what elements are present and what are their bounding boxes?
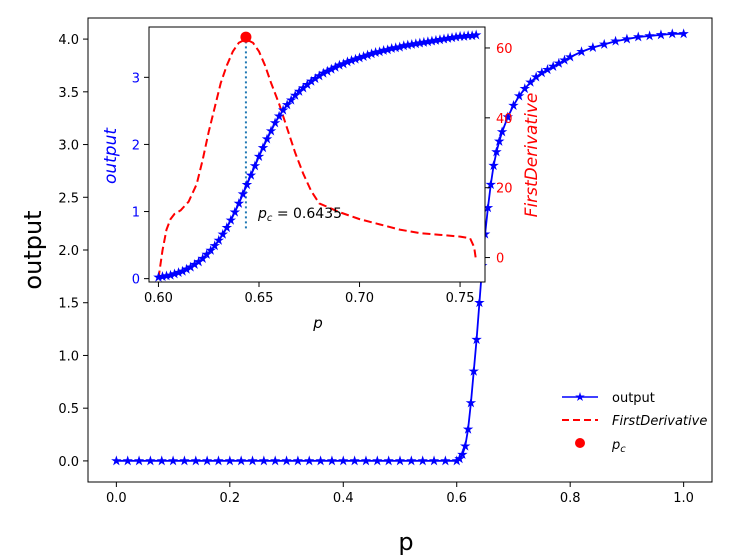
main-y-tick-label: 1.0 — [58, 349, 79, 364]
main-y-tick-label: 2.0 — [58, 244, 79, 259]
main-y-tick-label: 4.0 — [58, 33, 79, 48]
main-y-axis-label: output — [19, 210, 47, 289]
inset-left-y-tick-label: 2 — [132, 138, 140, 153]
inset-x-tick-label: 0.70 — [345, 291, 374, 306]
inset-axes-frame — [148, 26, 486, 283]
inset-right-y-tick-label: 0 — [496, 252, 504, 267]
critical-point-marker — [240, 31, 252, 43]
legend-pc-marker — [575, 438, 585, 448]
main-y-tick-label: 3.0 — [58, 139, 79, 154]
main-y-tick-label: 1.5 — [58, 297, 79, 312]
inset-plot: 0.60 0.65 0.70 0.75 0 1 2 3 0 20 40 60 p output F… — [101, 26, 542, 332]
inset-x-tick-label: 0.75 — [446, 291, 475, 306]
inset-right-y-axis: 0 20 40 60 — [485, 42, 513, 267]
main-x-axis-label: p — [398, 528, 413, 556]
inset-derivative-line — [157, 38, 478, 279]
inset-x-axis: 0.60 0.65 0.70 0.75 — [144, 282, 475, 306]
inset-x-tick-label: 0.65 — [245, 291, 274, 306]
main-plot: 0.0 0.2 0.4 0.6 0.8 1.0 0.0 0.5 1.0 1.5 2.0 2.5 3.0… — [19, 17, 713, 556]
main-x-tick-label: 0.4 — [333, 491, 354, 506]
inset-x-axis-label: p — [312, 314, 323, 332]
inset-right-y-tick-label: 40 — [496, 112, 513, 127]
legend-derivative-label: FirstDerivative — [612, 414, 707, 429]
main-y-tick-label: 3.5 — [58, 86, 79, 101]
main-x-tick-label: 0.2 — [219, 491, 240, 506]
main-x-axis: 0.0 0.2 0.4 0.6 0.8 1.0 — [106, 482, 694, 506]
inset-left-y-tick-label: 1 — [132, 206, 140, 221]
main-y-tick-label: 2.5 — [58, 191, 79, 206]
inset-right-y-tick-label: 60 — [496, 42, 513, 57]
inset-left-y-axis-label: output — [101, 127, 121, 184]
inset-left-y-axis: 0 1 2 3 — [132, 71, 149, 288]
inset-left-y-tick-label: 3 — [132, 71, 140, 86]
inset-x-tick-label: 0.60 — [144, 291, 173, 306]
main-x-tick-label: 1.0 — [673, 491, 694, 506]
inset-background — [149, 27, 485, 282]
inset-right-y-axis-label: FirstDerivative — [522, 93, 542, 218]
main-y-tick-label: 0.5 — [58, 402, 79, 417]
main-x-tick-label: 0.8 — [560, 491, 581, 506]
inset-left-y-tick-label: 0 — [132, 273, 140, 288]
main-y-tick-label: 0.0 — [58, 455, 79, 470]
inset-right-y-tick-label: 20 — [496, 182, 513, 197]
main-y-axis: 0.0 0.5 1.0 1.5 2.0 2.5 3.0 3.5 4.0 — [58, 33, 88, 470]
main-x-tick-label: 0.6 — [446, 491, 467, 506]
main-x-tick-label: 0.0 — [106, 491, 127, 506]
legend-output-label: output — [612, 391, 655, 406]
pc-annotation: pc = 0.6435 — [257, 206, 342, 224]
